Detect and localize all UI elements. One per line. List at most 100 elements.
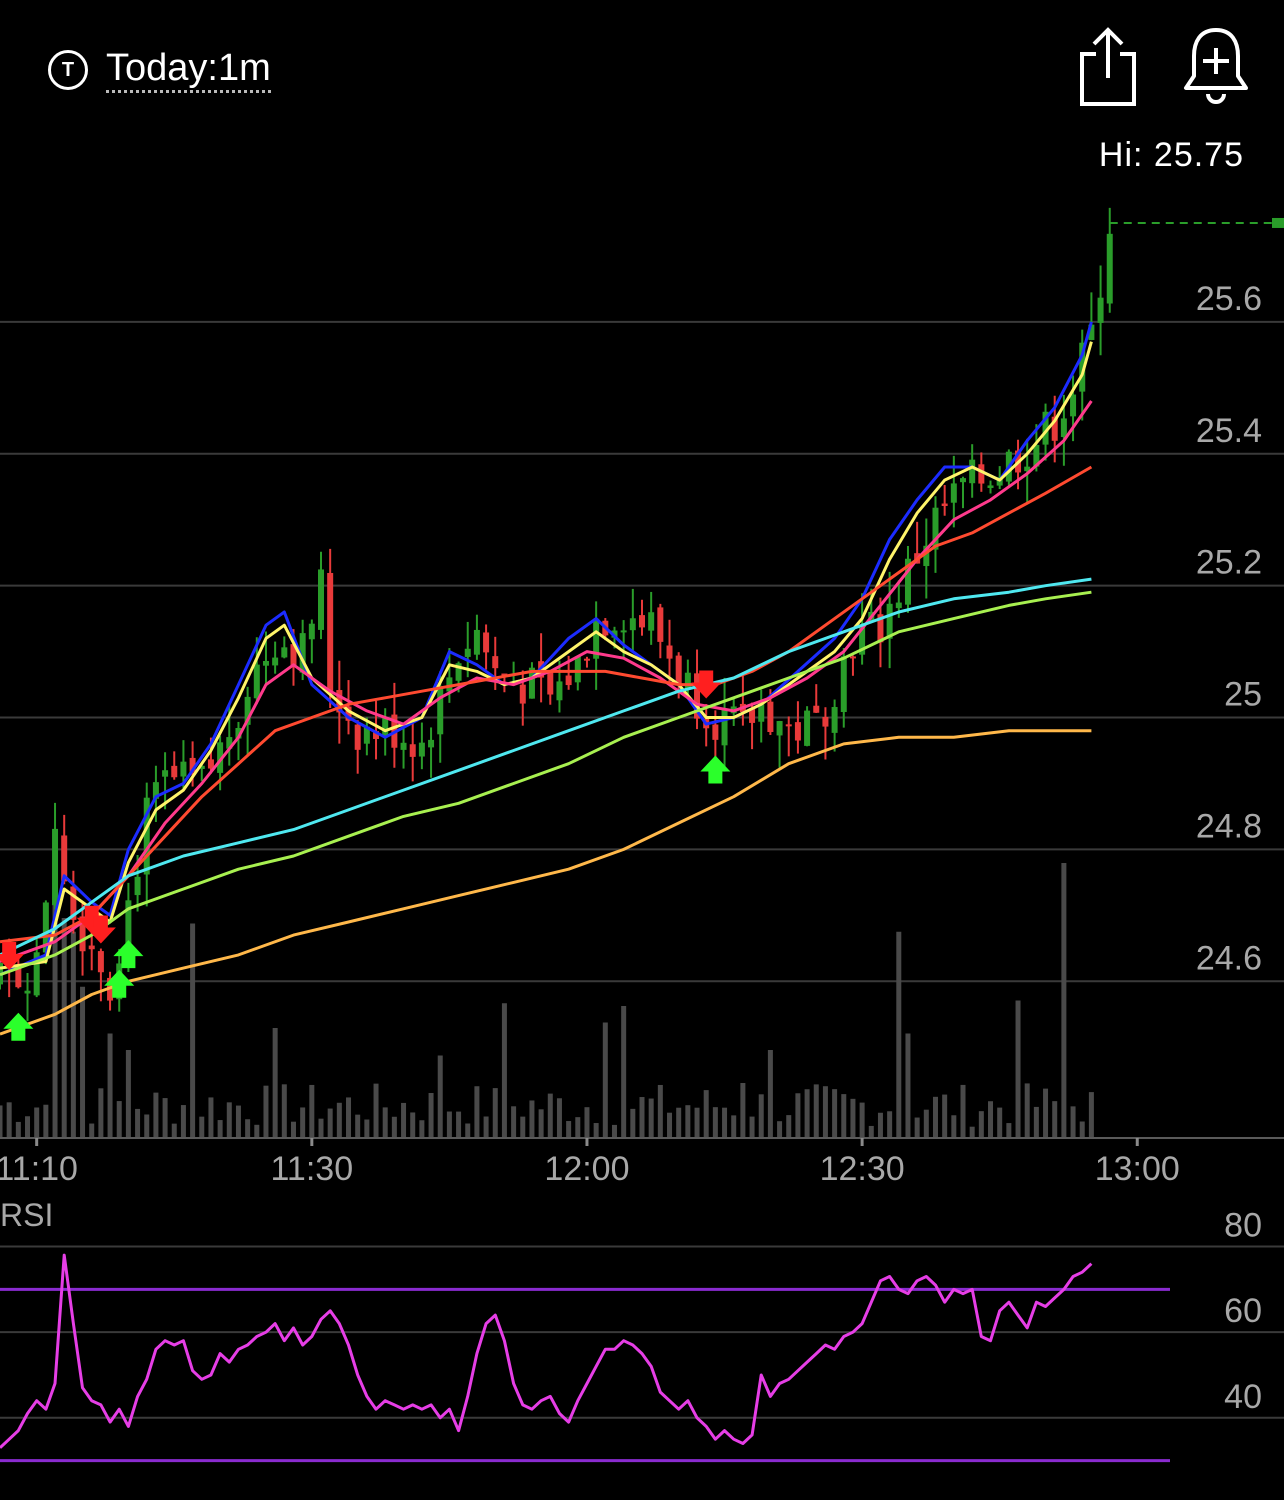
volume-bar xyxy=(199,1116,205,1138)
candle-up xyxy=(1070,394,1077,417)
candle-up xyxy=(611,630,618,638)
candle-up xyxy=(629,618,636,631)
volume-bar xyxy=(575,1117,581,1138)
volume-bar xyxy=(978,1111,984,1138)
candle-up xyxy=(593,618,600,659)
price-axis-label: 25.4 xyxy=(1196,412,1262,450)
volume-bar xyxy=(437,1055,443,1138)
volume-bar xyxy=(841,1094,847,1138)
timeframe-selector[interactable]: T Today:1m xyxy=(48,44,271,96)
candle-up xyxy=(52,828,59,906)
volume-bar xyxy=(648,1098,654,1138)
volume-bar xyxy=(997,1107,1003,1138)
time-axis-label: 12:30 xyxy=(820,1150,905,1188)
candle-up xyxy=(1106,233,1113,304)
volume-bar xyxy=(877,1112,883,1138)
candle-down xyxy=(88,945,95,950)
candle-down xyxy=(978,464,985,484)
volume-bar xyxy=(969,1126,975,1138)
volume-bar xyxy=(89,1123,95,1138)
alert-button[interactable] xyxy=(1178,22,1254,108)
volume-bar xyxy=(382,1107,388,1138)
price-axis-label: 24.8 xyxy=(1196,807,1262,845)
candle-down xyxy=(70,886,77,920)
volume-bar xyxy=(346,1097,352,1138)
volume-bar xyxy=(272,1028,278,1138)
volume-bar xyxy=(410,1112,416,1138)
volume-bar xyxy=(318,1118,324,1138)
candle-down xyxy=(345,706,352,721)
volume-bar xyxy=(1052,1101,1058,1138)
volume-bar xyxy=(217,1120,223,1138)
candle-up xyxy=(574,656,581,683)
volume-bar xyxy=(621,1006,627,1138)
candle-up xyxy=(620,630,627,633)
candle-up xyxy=(464,648,471,657)
candle-up xyxy=(859,624,866,655)
candle-up xyxy=(455,663,462,681)
volume-bar xyxy=(804,1089,810,1138)
price-axis-label: 25 xyxy=(1224,676,1262,714)
candle-up xyxy=(152,782,159,799)
candle-down xyxy=(785,724,792,727)
moving-average-line xyxy=(0,321,1093,977)
candle-up xyxy=(960,478,966,483)
volume-bar xyxy=(556,1098,562,1138)
high-price-label: Hi: 25.75 xyxy=(1098,136,1244,174)
volume-bar xyxy=(1015,1000,1021,1138)
candle-up xyxy=(1033,445,1040,467)
sell-signal-arrow-icon xyxy=(691,670,722,699)
volume-bar xyxy=(584,1107,590,1138)
candle-up xyxy=(226,737,233,749)
volume-bar xyxy=(446,1111,452,1138)
volume-bar xyxy=(135,1108,141,1138)
candle-down xyxy=(207,759,214,769)
volume-bar xyxy=(868,1125,874,1138)
candle-up xyxy=(969,459,976,484)
candle-up xyxy=(923,545,930,567)
candle-down xyxy=(189,757,196,772)
volume-bar xyxy=(538,1109,544,1138)
volume-bar xyxy=(125,1050,131,1138)
volume-bar xyxy=(456,1111,462,1138)
top-bar: T Today:1m xyxy=(0,0,1284,130)
buy-signal-arrow-icon xyxy=(700,755,731,784)
volume-bar xyxy=(428,1092,434,1138)
volume-bar xyxy=(1024,1083,1030,1138)
volume-bar xyxy=(144,1114,150,1138)
price-axis-label: 25.6 xyxy=(1196,280,1262,318)
candle-up xyxy=(363,726,370,744)
candle-down xyxy=(639,615,645,628)
candle-up xyxy=(446,677,453,692)
candle-up xyxy=(400,742,407,750)
candle-up xyxy=(253,664,260,699)
share-icon xyxy=(1080,27,1136,106)
volume-bar xyxy=(401,1102,407,1138)
candle-up xyxy=(299,633,306,673)
candle-down xyxy=(666,645,673,659)
volume-bar xyxy=(694,1107,700,1138)
volume-bar xyxy=(162,1098,168,1138)
volume-bar xyxy=(43,1104,49,1138)
volume-bar xyxy=(758,1094,764,1138)
volume-bar xyxy=(1088,1092,1094,1138)
candle-down xyxy=(767,701,774,732)
volume-bar xyxy=(300,1107,306,1138)
volume-bar xyxy=(529,1100,535,1138)
volume-bar xyxy=(355,1114,361,1138)
volume-bar xyxy=(235,1105,241,1138)
volume-bar xyxy=(327,1108,333,1138)
volume-bar xyxy=(1033,1106,1039,1138)
volume-bar xyxy=(364,1119,370,1138)
share-button[interactable] xyxy=(1074,24,1142,108)
candle-up xyxy=(1060,418,1067,438)
candle-down xyxy=(813,705,820,713)
volume-bar xyxy=(208,1097,214,1138)
volume-bar xyxy=(896,931,902,1138)
rsi-label: RSI xyxy=(0,1197,53,1233)
volume-bar xyxy=(547,1093,553,1138)
time-axis-label: 12:00 xyxy=(544,1150,629,1188)
volume-bar xyxy=(731,1115,737,1138)
volume-bar xyxy=(373,1083,379,1138)
